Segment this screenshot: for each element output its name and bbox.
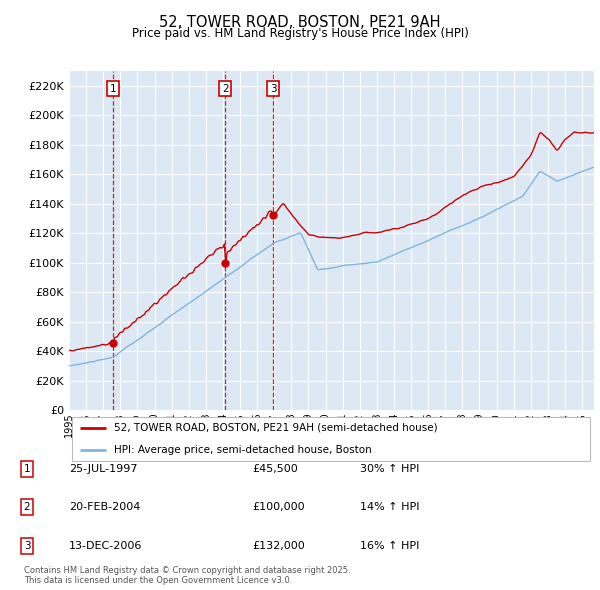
Text: 52, TOWER ROAD, BOSTON, PE21 9AH (semi-detached house): 52, TOWER ROAD, BOSTON, PE21 9AH (semi-d… <box>113 423 437 433</box>
Text: £100,000: £100,000 <box>252 503 305 512</box>
Text: 20-FEB-2004: 20-FEB-2004 <box>69 503 140 512</box>
Text: 3: 3 <box>270 84 277 93</box>
FancyBboxPatch shape <box>71 417 590 461</box>
Text: 52, TOWER ROAD, BOSTON, PE21 9AH: 52, TOWER ROAD, BOSTON, PE21 9AH <box>159 15 441 30</box>
Text: Contains HM Land Registry data © Crown copyright and database right 2025.
This d: Contains HM Land Registry data © Crown c… <box>24 566 350 585</box>
Text: 25-JUL-1997: 25-JUL-1997 <box>69 464 137 474</box>
Text: £132,000: £132,000 <box>252 541 305 550</box>
Text: £45,500: £45,500 <box>252 464 298 474</box>
Text: 2: 2 <box>222 84 229 93</box>
Text: HPI: Average price, semi-detached house, Boston: HPI: Average price, semi-detached house,… <box>113 445 371 455</box>
Text: 1: 1 <box>109 84 116 93</box>
Text: 14% ↑ HPI: 14% ↑ HPI <box>360 503 419 512</box>
Text: 30% ↑ HPI: 30% ↑ HPI <box>360 464 419 474</box>
Text: 16% ↑ HPI: 16% ↑ HPI <box>360 541 419 550</box>
Text: 2: 2 <box>23 503 31 512</box>
Text: 3: 3 <box>23 541 31 550</box>
Text: 1: 1 <box>23 464 31 474</box>
Text: Price paid vs. HM Land Registry's House Price Index (HPI): Price paid vs. HM Land Registry's House … <box>131 27 469 40</box>
Text: 13-DEC-2006: 13-DEC-2006 <box>69 541 142 550</box>
